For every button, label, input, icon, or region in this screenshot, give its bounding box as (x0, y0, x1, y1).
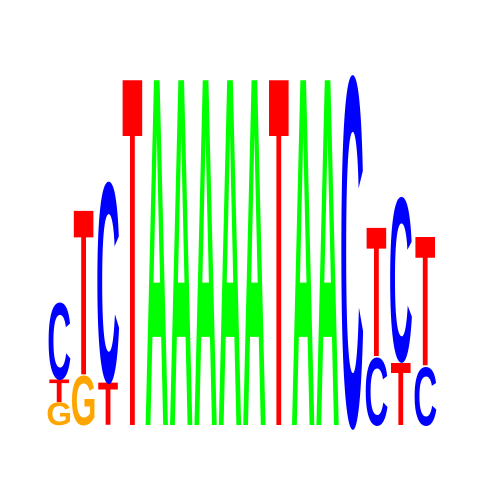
logo-letter-c: C (340, 0, 364, 480)
logo-letter-c: C (47, 282, 71, 404)
logo-column-1: GTC (46, 282, 72, 432)
logo-column-15: TC (389, 149, 413, 445)
logo-column-2: GT (71, 159, 97, 441)
logo-letter-a: A (194, 0, 218, 480)
logo-letter-t: T (49, 373, 69, 409)
logo-letter-a: A (218, 0, 242, 480)
logo-letter-g: G (71, 361, 97, 440)
logo-letter-t: T (366, 189, 386, 396)
logo-column-4: T (122, 0, 142, 480)
logo-column-14: CT (364, 189, 388, 446)
logo-column-7: A (194, 0, 218, 480)
logo-column-9: A (242, 0, 266, 480)
logo-letter-c: C (413, 350, 437, 443)
logo-letter-t: T (98, 372, 118, 439)
logo-column-13: C (340, 0, 364, 480)
logo-letter-a: A (242, 0, 266, 480)
logo-column-6: A (169, 0, 193, 480)
logo-column-5: A (145, 0, 169, 480)
logo-letter-a: A (291, 0, 315, 480)
logo-letter-a: A (145, 0, 169, 480)
logo-column-8: A (218, 0, 242, 480)
logo-letter-t: T (391, 345, 411, 444)
logo-letter-t: T (269, 0, 289, 480)
logo-letter-g: G (46, 396, 72, 432)
logo-letter-c: C (389, 149, 413, 411)
logo-letter-c: C (96, 124, 120, 443)
logo-column-3: TC (96, 124, 120, 443)
logo-letter-c: C (364, 339, 388, 446)
logo-letter-a: A (169, 0, 193, 480)
logo-column-12: A (316, 0, 340, 480)
logo-column-10: T (269, 0, 289, 480)
logo-letter-t: T (122, 0, 142, 480)
logo-letter-a: A (316, 0, 340, 480)
logo-column-16: CT (413, 198, 437, 443)
logo-column-11: A (291, 0, 315, 480)
logo-letter-t: T (73, 159, 93, 425)
logo-letter-t: T (415, 198, 435, 405)
